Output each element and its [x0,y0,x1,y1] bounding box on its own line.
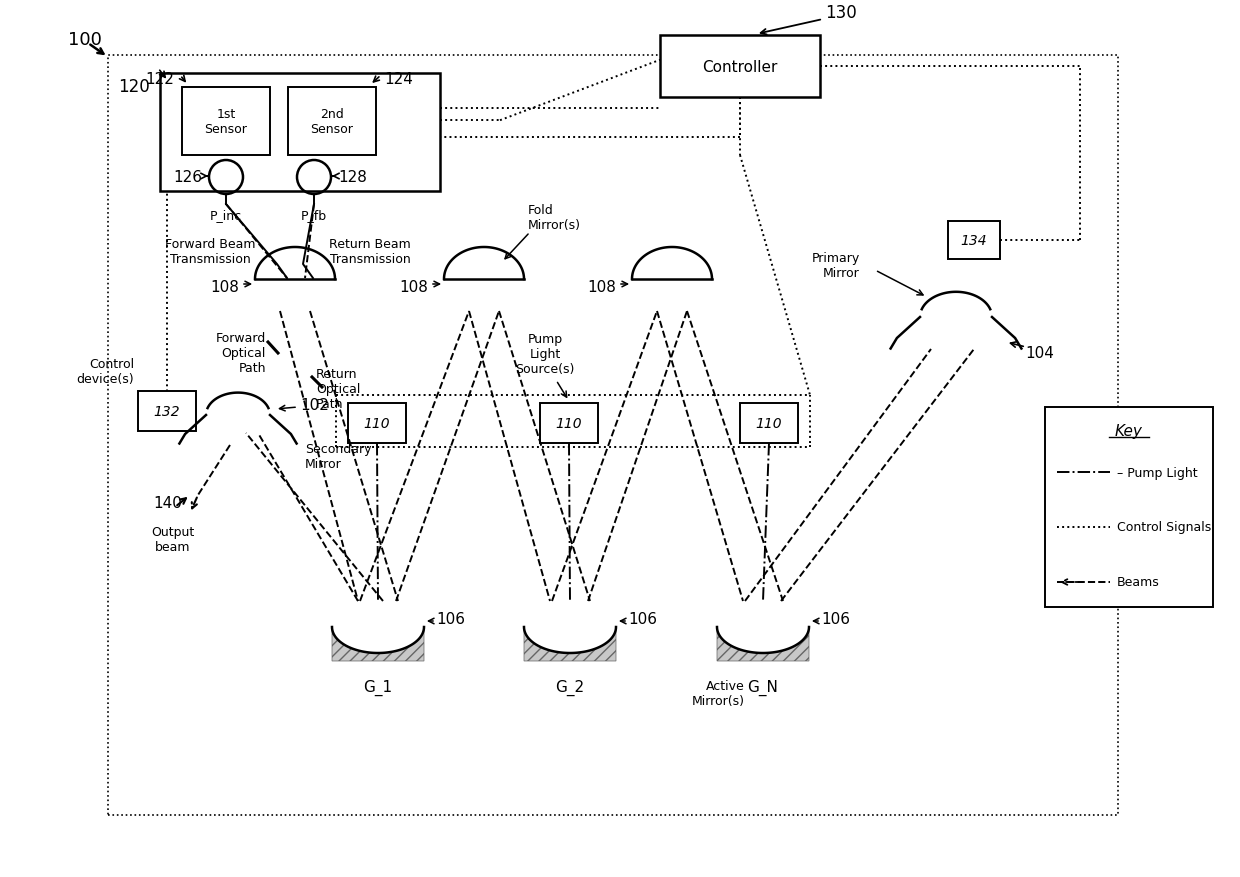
Text: 130: 130 [825,4,857,22]
Text: 132: 132 [154,404,180,418]
Text: Active
Mirror(s): Active Mirror(s) [692,679,745,707]
Text: 106: 106 [436,612,465,627]
Text: 110: 110 [755,417,782,431]
Text: Output
beam: Output beam [151,525,195,553]
Polygon shape [717,627,808,661]
Text: 100: 100 [68,31,102,49]
Text: Control Signals: Control Signals [1117,521,1211,534]
Text: 102: 102 [300,398,329,413]
Text: 134: 134 [961,234,987,247]
Text: Fold
Mirror(s): Fold Mirror(s) [528,203,582,232]
Text: Controller: Controller [702,60,777,75]
Bar [138,391,196,431]
Bar [182,88,270,156]
Text: 108: 108 [210,280,239,296]
Text: 104: 104 [1025,346,1054,361]
Text: Secondary
Mirror: Secondary Mirror [305,443,372,470]
Text: 2nd
Sensor: 2nd Sensor [310,108,353,136]
Text: P_inc: P_inc [210,209,242,222]
Text: – Pump Light: – Pump Light [1117,466,1198,479]
Bar [108,56,1118,815]
Text: Return Beam
Transmission: Return Beam Transmission [329,238,410,266]
Text: G_2: G_2 [556,679,584,695]
Text: Control
device(s): Control device(s) [77,358,134,386]
Text: Pump
Light
Source(s): Pump Light Source(s) [516,332,574,375]
Text: 110: 110 [363,417,391,431]
Text: 122: 122 [145,72,174,87]
Text: 128: 128 [339,169,367,184]
Text: Return
Optical
Path: Return Optical Path [316,367,361,410]
Text: 124: 124 [384,72,413,87]
Text: 120: 120 [118,78,150,96]
Text: Key: Key [1115,424,1143,438]
Bar [160,74,440,192]
Bar [949,222,999,260]
Text: 110: 110 [556,417,583,431]
Text: 108: 108 [399,280,428,296]
Text: 1st
Sensor: 1st Sensor [205,108,248,136]
Text: G_N: G_N [748,679,779,695]
Bar [288,88,376,156]
Text: 126: 126 [174,169,202,184]
Text: Forward Beam
Transmission: Forward Beam Transmission [165,238,255,266]
Bar [1045,408,1213,607]
Text: G_1: G_1 [363,679,393,695]
Bar [660,36,820,98]
Text: P_fb: P_fb [301,209,327,222]
Polygon shape [332,627,424,661]
Text: 108: 108 [587,280,616,296]
Text: Beams: Beams [1117,576,1159,588]
Text: 106: 106 [821,612,849,627]
Polygon shape [525,627,616,661]
Bar [348,403,405,444]
Bar [740,403,799,444]
Bar [539,403,598,444]
Text: 140: 140 [154,496,182,510]
Text: Forward
Optical
Path: Forward Optical Path [216,332,267,374]
Text: Primary
Mirror: Primary Mirror [812,252,861,280]
Text: 106: 106 [627,612,657,627]
